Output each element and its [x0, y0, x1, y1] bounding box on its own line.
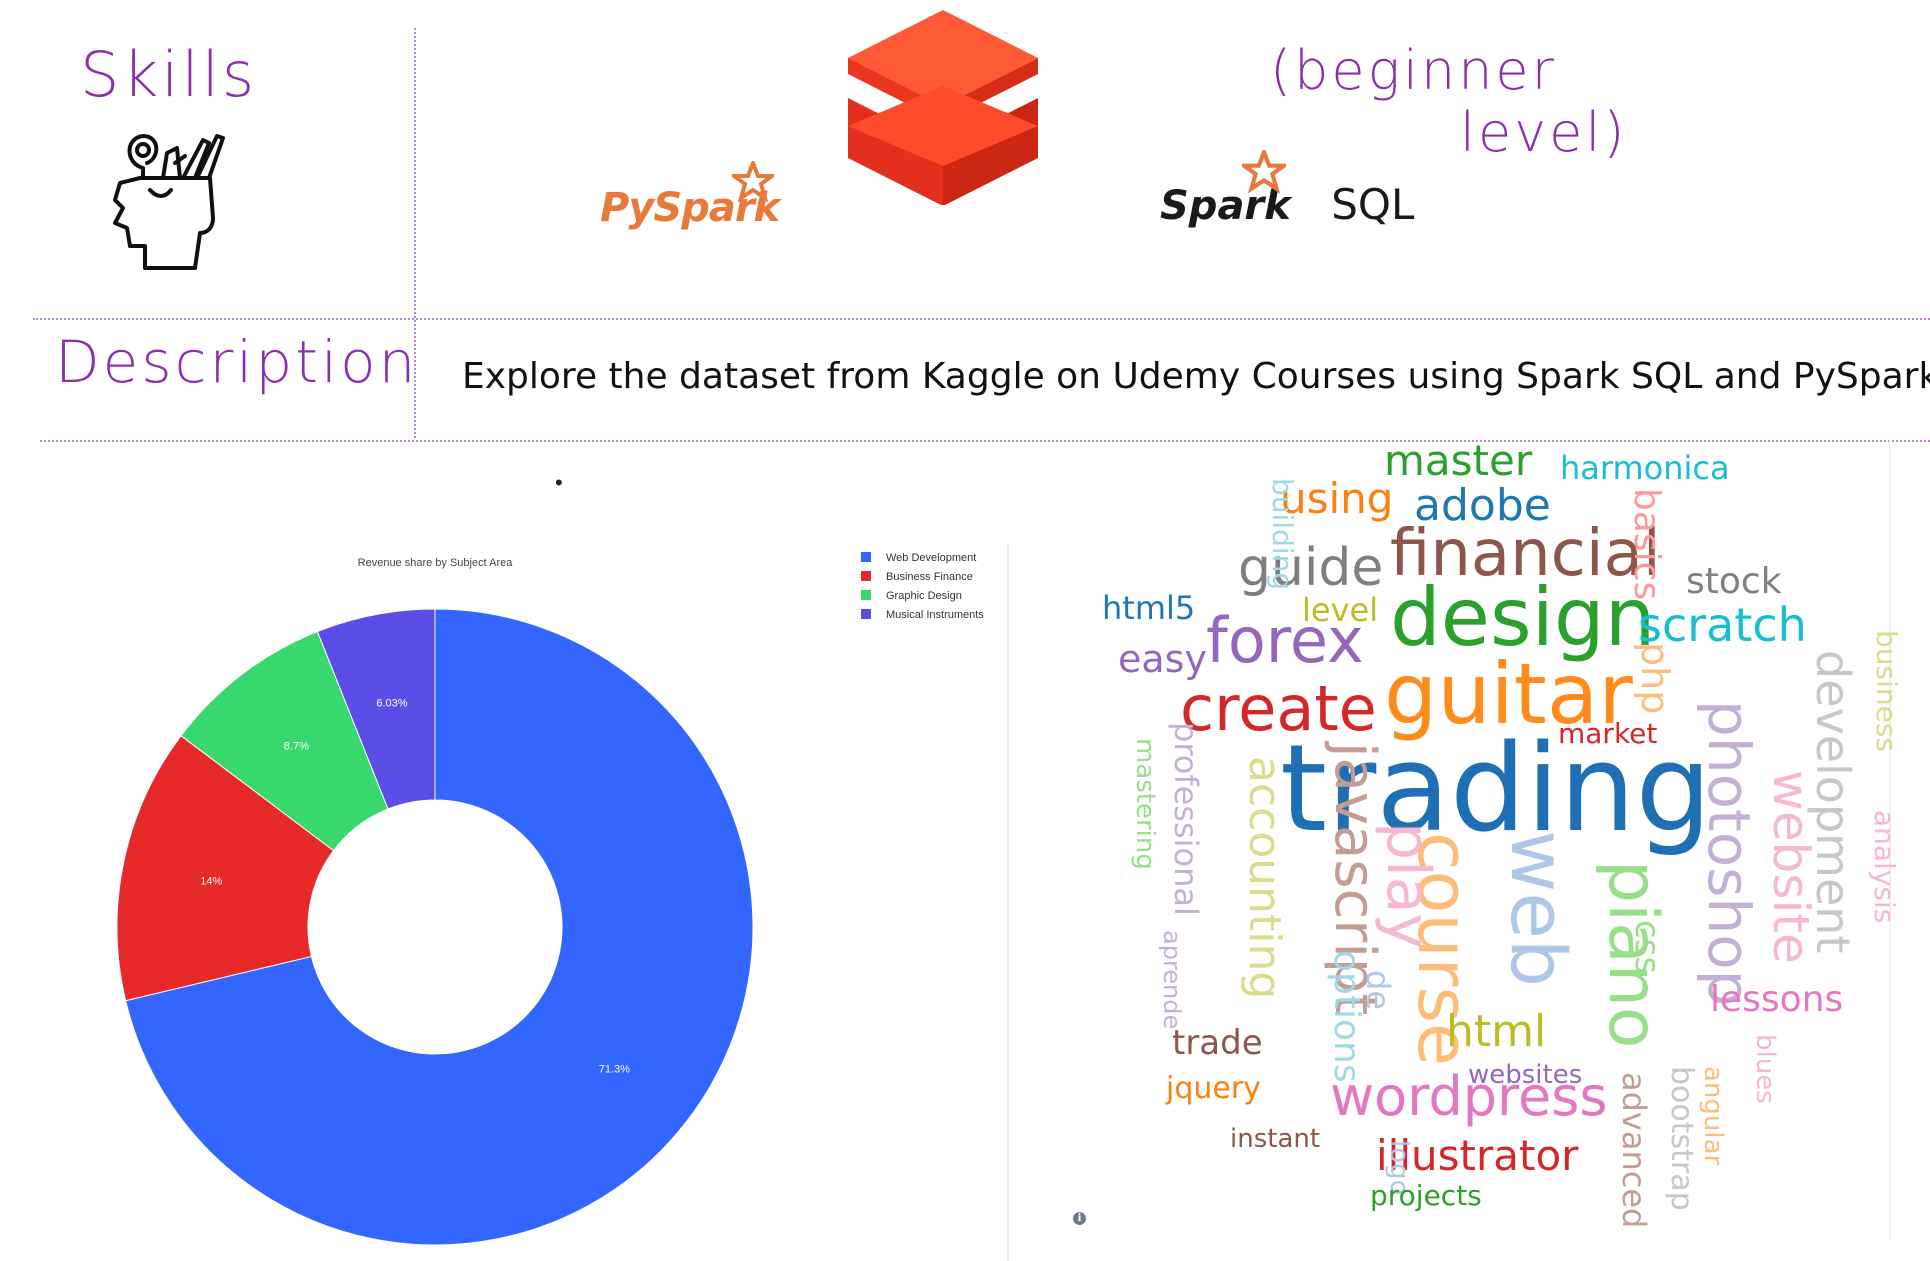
legend-item-label[interactable]: Business Finance: [886, 571, 973, 583]
word-cloud-word: guitar: [1384, 645, 1633, 743]
word-cloud-word: trading: [1280, 720, 1712, 859]
word-cloud-word: easy: [1118, 637, 1207, 681]
word-cloud-word: instant: [1230, 1124, 1321, 1154]
info-icon[interactable]: i: [1073, 1212, 1086, 1225]
header-vertical-divider: [414, 28, 416, 438]
slice-web-development[interactable]: [125, 608, 754, 1246]
cloud-divider: [1889, 440, 1891, 1240]
word-cloud-word: harmonica: [1560, 449, 1730, 487]
slice-business-finance[interactable]: [116, 734, 335, 1002]
level-note-line1: (beginner: [1270, 39, 1557, 102]
databricks-logo-icon: [848, 10, 1038, 205]
description-label: Description: [55, 328, 419, 396]
word-cloud-word: angular: [1698, 1066, 1728, 1166]
level-note-line2: level): [1460, 101, 1628, 164]
legend-item-label[interactable]: Musical Instruments: [886, 609, 984, 621]
legend-swatch: [861, 571, 871, 581]
head-with-tools-icon: [113, 134, 225, 270]
word-cloud-word: building: [1266, 478, 1299, 591]
pyspark-logo: PySpark: [600, 161, 780, 231]
word-cloud-word: php: [1633, 642, 1677, 715]
legend-item-label[interactable]: Web Development: [886, 552, 976, 564]
word-cloud-word: html5: [1102, 589, 1196, 627]
description-bottom-divider: [40, 440, 1930, 442]
word-cloud-word: level: [1302, 591, 1379, 629]
panel-divider: [1007, 545, 1009, 1261]
word-cloud-word: photoshop: [1695, 700, 1763, 1007]
description-text: Explore the dataset from Kaggle on Udemy…: [462, 356, 1930, 397]
word-cloud-word: master: [1384, 436, 1533, 485]
word-cloud-word: play: [1373, 822, 1443, 950]
legend-swatch: [861, 609, 871, 619]
word-cloud-word: advanced: [1615, 1072, 1653, 1229]
word-cloud-word: analysis: [1868, 810, 1901, 924]
word-cloud-word: using: [1280, 474, 1394, 523]
legend-item-label[interactable]: Graphic Design: [886, 590, 962, 602]
donut-slice-labels: 71.3% 14% 8.7% 6.03%: [200, 698, 630, 1076]
donut-chart: Revenue share by Subject Area 71.3% 14% 8.…: [116, 552, 984, 1246]
word-cloud-word: stock: [1686, 561, 1782, 602]
slice-label: 14%: [200, 875, 222, 887]
word-cloud-word: basics: [1626, 488, 1667, 601]
word-cloud-word: aprende: [1158, 930, 1186, 1030]
word-cloud-word: trade: [1172, 1023, 1263, 1063]
word-cloud-word: guide: [1238, 538, 1384, 598]
word-cloud-word: forex: [1206, 604, 1364, 677]
legend-swatch: [861, 552, 871, 562]
word-cloud-word: scratch: [1638, 598, 1807, 652]
spark-sql-logo: Spark SQL: [1160, 150, 1415, 229]
level-note: (beginner level): [1270, 40, 1627, 164]
legend-swatch: [861, 590, 871, 600]
word-cloud-word: web: [1494, 830, 1583, 988]
word-cloud-word: blues: [1750, 1034, 1780, 1104]
word-cloud-word: css: [1627, 920, 1667, 975]
dot-mark: •: [555, 470, 563, 495]
word-cloud-word: website: [1762, 770, 1820, 964]
word-cloud-word: projects: [1370, 1179, 1482, 1212]
word-cloud-word: design: [1390, 571, 1656, 664]
donut-slices: [116, 608, 754, 1246]
slice-musical-instruments[interactable]: [316, 608, 436, 810]
slice-label: 8.7%: [284, 740, 309, 752]
skills-label: Skills: [80, 38, 258, 111]
sql-text: SQL: [1331, 180, 1415, 229]
word-cloud-word: financial: [1390, 517, 1661, 591]
spark-logo-text: Spark: [1160, 183, 1291, 229]
word-cloud-word: create: [1180, 672, 1377, 745]
spark-star-icon: [732, 161, 774, 203]
word-cloud-word: business: [1870, 630, 1903, 753]
word-cloud-word: bootstrap: [1664, 1066, 1699, 1211]
word-cloud: trading guitar design financial create forex c…: [1010, 430, 1903, 1260]
word-cloud-word: illustrator: [1376, 1131, 1579, 1180]
word-cloud-word: lessons: [1710, 979, 1844, 1020]
word-cloud-word: adobe: [1414, 480, 1551, 531]
chart-legend: Web Development Business Finance Graphic D…: [861, 552, 984, 621]
word-cloud-word: html: [1446, 1006, 1547, 1057]
word-cloud-word: jquery: [1166, 1071, 1261, 1106]
word-cloud-word: professional: [1167, 722, 1205, 916]
word-cloud-word: wordpress: [1330, 1065, 1608, 1128]
spark-star-icon: [1242, 150, 1286, 194]
slice-label: 6.03%: [376, 698, 407, 710]
word-cloud-word: market: [1558, 717, 1658, 750]
word-cloud-word: accounting: [1239, 756, 1290, 1000]
slice-label: 71.3%: [599, 1064, 630, 1076]
chart-title: Revenue share by Subject Area: [358, 557, 514, 569]
word-cloud-word: de: [1359, 970, 1397, 1010]
word-cloud-word: websites: [1468, 1060, 1583, 1090]
word-cloud-word: mastering: [1130, 738, 1160, 870]
header-horizontal-divider: [33, 318, 1930, 320]
